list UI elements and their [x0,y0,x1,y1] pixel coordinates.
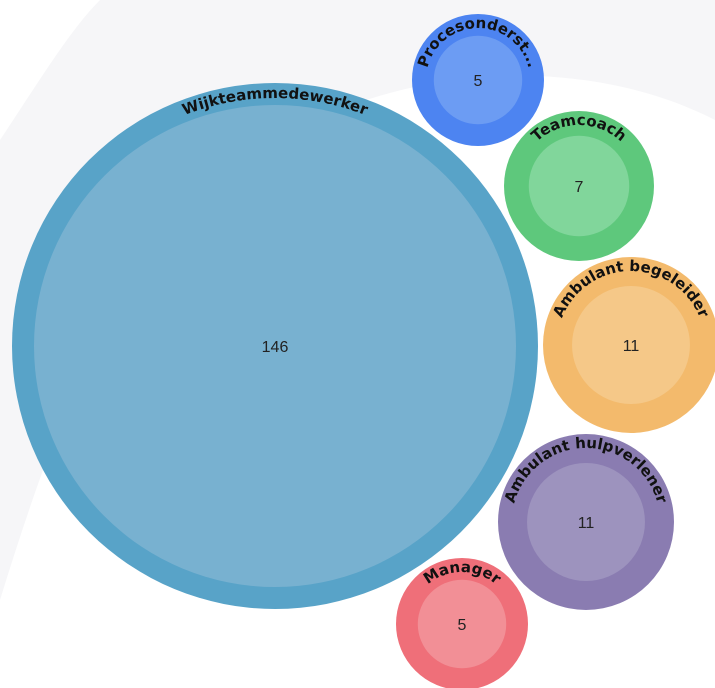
bubbles-group: 146Wijkteammedewerker5Procesonderst...7T… [12,14,715,688]
bubble-3-inner [572,286,690,404]
bubble-4-value: 11 [578,515,595,532]
bubble-4-inner [527,463,645,581]
bubble-3-value: 11 [623,338,640,355]
bubble-1-value: 5 [474,73,483,90]
bubble-5-value: 5 [458,617,467,634]
bubble-0-inner [34,105,516,587]
bubble-0-value: 146 [262,339,289,356]
bubble-2-value: 7 [575,179,584,196]
bubble-1-inner [433,35,523,125]
bubble-5-inner [417,579,507,669]
bubble-2-inner [528,135,630,237]
